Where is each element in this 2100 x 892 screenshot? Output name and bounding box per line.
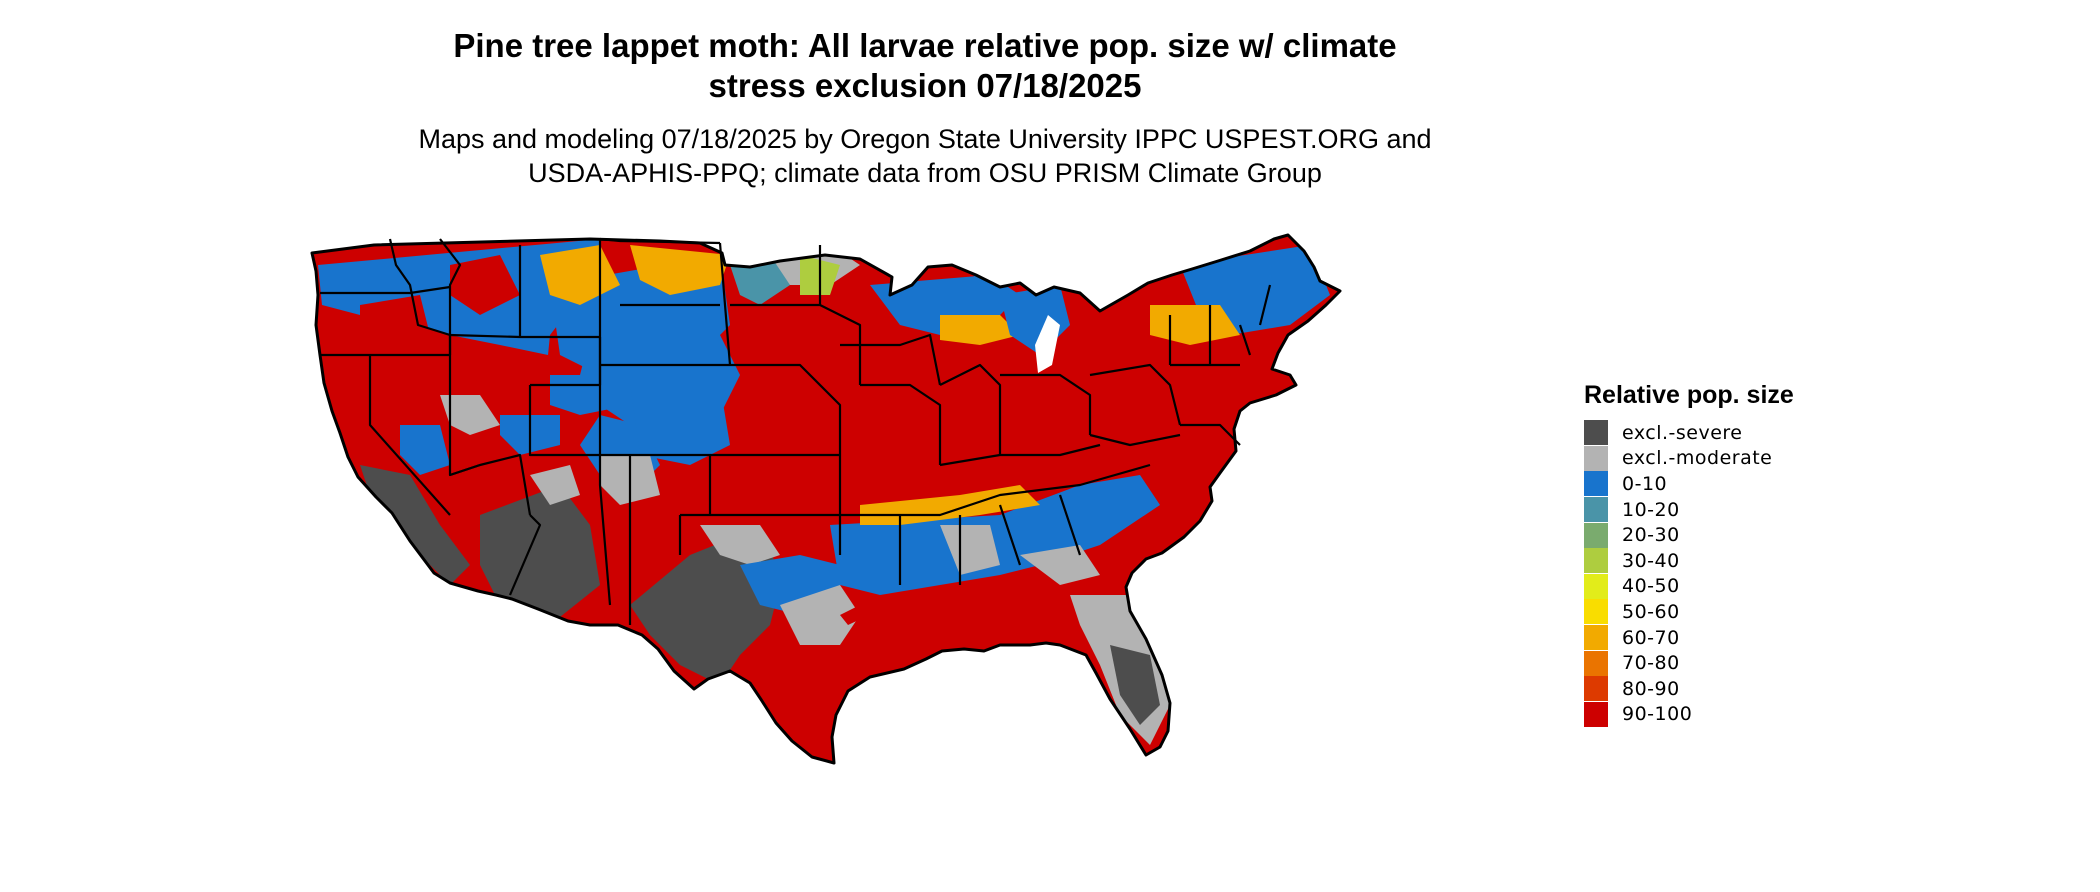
title-line-1: Pine tree lappet moth: All larvae relati… — [453, 27, 1397, 64]
legend-swatch — [1584, 497, 1608, 523]
legend-label: excl.-moderate — [1622, 447, 1773, 470]
legend-item: 0-10 — [1584, 471, 1884, 497]
subtitle-line-2: USDA-APHIS-PPQ; climate data from OSU PR… — [528, 158, 1322, 188]
legend-item: excl.-severe — [1584, 420, 1884, 446]
legend-item: 40-50 — [1584, 573, 1884, 600]
map-title: Pine tree lappet moth: All larvae relati… — [330, 26, 1520, 106]
legend-items: excl.-severe excl.-moderate 0-10 10-20 20-30… — [1584, 420, 1884, 727]
legend-item: 10-20 — [1584, 497, 1884, 523]
legend-swatch — [1584, 625, 1608, 651]
legend-label: 50-60 — [1622, 600, 1680, 623]
legend-label: 70-80 — [1622, 652, 1680, 675]
legend-label: 40-50 — [1622, 575, 1680, 598]
legend-swatch — [1584, 445, 1608, 471]
legend-swatch — [1584, 573, 1608, 599]
legend-swatch — [1584, 548, 1608, 574]
legend-swatch — [1584, 676, 1608, 702]
legend-item: 30-40 — [1584, 548, 1884, 574]
legend-swatch — [1584, 522, 1608, 548]
title-line-2: stress exclusion 07/18/2025 — [708, 67, 1142, 104]
legend-item: 20-30 — [1584, 522, 1884, 548]
legend-swatch — [1584, 420, 1608, 446]
legend-label: 90-100 — [1622, 703, 1693, 726]
legend-item: 70-80 — [1584, 650, 1884, 676]
legend-label: 30-40 — [1622, 549, 1680, 572]
legend-swatch — [1584, 650, 1608, 676]
legend-swatch — [1584, 599, 1608, 625]
legend-item: excl.-moderate — [1584, 445, 1884, 472]
legend-label: excl.-severe — [1622, 421, 1743, 444]
legend-label: 80-90 — [1622, 677, 1680, 700]
legend-swatch — [1584, 701, 1608, 727]
map-legend: Relative pop. size excl.-severe excl.-mod… — [1584, 380, 1884, 727]
legend-item: 80-90 — [1584, 676, 1884, 702]
legend-label: 10-20 — [1622, 498, 1680, 521]
legend-label: 20-30 — [1622, 524, 1680, 547]
us-map — [310, 233, 1342, 765]
legend-item: 60-70 — [1584, 625, 1884, 651]
legend-item: 90-100 — [1584, 701, 1884, 728]
legend-title: Relative pop. size — [1584, 381, 1794, 409]
map-subtitle: Maps and modeling 07/18/2025 by Oregon S… — [330, 122, 1520, 190]
legend-label: 0-10 — [1622, 472, 1668, 495]
legend-swatch — [1584, 471, 1608, 497]
legend-item: 50-60 — [1584, 599, 1884, 625]
legend-label: 60-70 — [1622, 626, 1680, 649]
subtitle-line-1: Maps and modeling 07/18/2025 by Oregon S… — [418, 124, 1432, 154]
